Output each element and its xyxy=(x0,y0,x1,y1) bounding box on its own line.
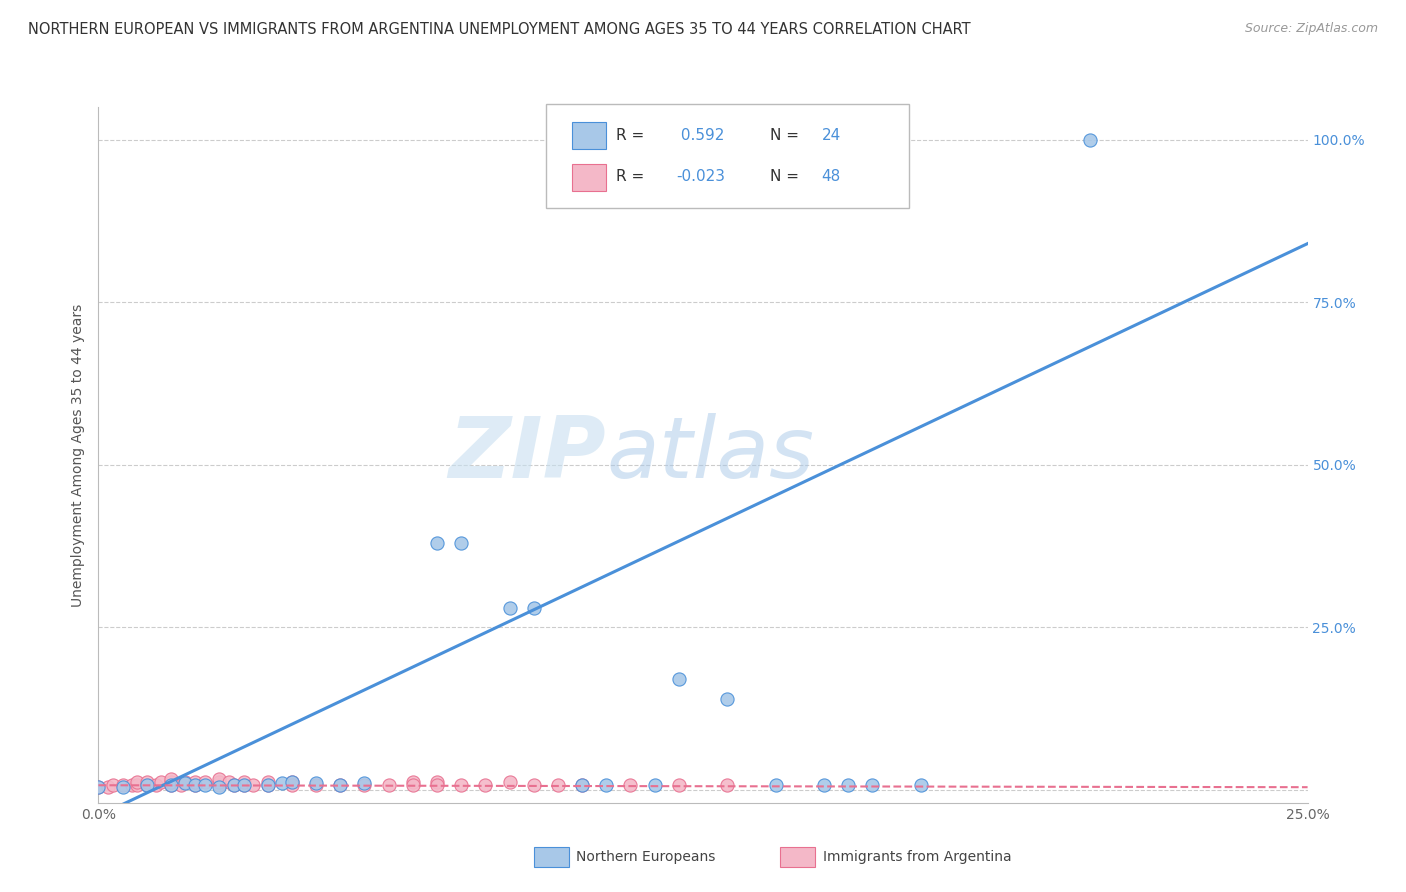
Point xyxy=(135,775,157,789)
Point xyxy=(218,775,240,789)
Point xyxy=(208,772,231,786)
Point xyxy=(271,776,294,790)
Point xyxy=(127,778,149,792)
Y-axis label: Unemployment Among Ages 35 to 44 years: Unemployment Among Ages 35 to 44 years xyxy=(72,303,86,607)
Point xyxy=(87,780,110,794)
Point xyxy=(402,778,425,792)
Point xyxy=(353,778,375,792)
FancyBboxPatch shape xyxy=(546,103,908,208)
Point xyxy=(121,778,143,792)
Text: Northern Europeans: Northern Europeans xyxy=(576,850,716,864)
Text: Source: ZipAtlas.com: Source: ZipAtlas.com xyxy=(1244,22,1378,36)
Point xyxy=(135,778,157,792)
Point xyxy=(329,778,352,792)
Point xyxy=(837,778,859,792)
Point xyxy=(232,778,254,792)
Point xyxy=(184,778,207,792)
Point xyxy=(169,778,191,792)
Point xyxy=(450,535,472,549)
Point xyxy=(208,780,231,794)
Point xyxy=(571,778,593,792)
Point xyxy=(595,778,617,792)
Text: Immigrants from Argentina: Immigrants from Argentina xyxy=(823,850,1011,864)
Point xyxy=(232,775,254,789)
Point xyxy=(174,776,197,790)
Point xyxy=(426,535,449,549)
Point xyxy=(194,778,217,792)
Text: -0.023: -0.023 xyxy=(676,169,725,184)
Point xyxy=(97,780,120,794)
Point xyxy=(150,775,173,789)
Point xyxy=(184,778,207,792)
Point xyxy=(111,780,134,794)
Point xyxy=(498,600,520,615)
Point xyxy=(208,778,231,792)
Point xyxy=(174,775,197,789)
Point xyxy=(668,672,690,686)
Text: 24: 24 xyxy=(821,128,841,143)
Text: NORTHERN EUROPEAN VS IMMIGRANTS FROM ARGENTINA UNEMPLOYMENT AMONG AGES 35 TO 44 : NORTHERN EUROPEAN VS IMMIGRANTS FROM ARG… xyxy=(28,22,970,37)
Text: ZIP: ZIP xyxy=(449,413,606,497)
Point xyxy=(1078,132,1101,146)
FancyBboxPatch shape xyxy=(572,122,606,149)
Point xyxy=(135,778,157,792)
FancyBboxPatch shape xyxy=(572,164,606,191)
Point xyxy=(242,778,264,792)
Point xyxy=(160,778,183,792)
Point xyxy=(498,775,520,789)
Point xyxy=(716,691,738,706)
Point xyxy=(765,778,787,792)
Point xyxy=(256,778,278,792)
Point xyxy=(377,778,399,792)
Point xyxy=(101,778,124,792)
Text: N =: N = xyxy=(769,128,803,143)
Text: 48: 48 xyxy=(821,169,841,184)
Point xyxy=(281,778,304,792)
Point xyxy=(329,778,352,792)
Point xyxy=(222,778,245,792)
Point xyxy=(160,772,183,786)
Point xyxy=(402,775,425,789)
Point xyxy=(523,778,546,792)
Point xyxy=(87,780,110,794)
Point xyxy=(910,778,932,792)
Point xyxy=(305,778,328,792)
Point xyxy=(571,778,593,792)
Point xyxy=(619,778,641,792)
Point xyxy=(145,778,167,792)
Point xyxy=(256,778,278,792)
Point xyxy=(127,775,149,789)
Point xyxy=(184,775,207,789)
Point xyxy=(716,778,738,792)
Point xyxy=(160,775,183,789)
Text: atlas: atlas xyxy=(606,413,814,497)
Point xyxy=(523,600,546,615)
Point xyxy=(281,775,304,789)
Point xyxy=(194,775,217,789)
Text: 0.592: 0.592 xyxy=(676,128,724,143)
Point xyxy=(232,778,254,792)
Point xyxy=(208,775,231,789)
Point xyxy=(426,775,449,789)
Text: N =: N = xyxy=(769,169,803,184)
Point xyxy=(668,778,690,792)
Point xyxy=(111,778,134,792)
Point xyxy=(813,778,835,792)
Point xyxy=(353,776,375,790)
Text: R =: R = xyxy=(616,169,650,184)
Point xyxy=(860,778,883,792)
Point xyxy=(281,775,304,789)
Point xyxy=(547,778,569,792)
Point xyxy=(450,778,472,792)
Text: R =: R = xyxy=(616,128,650,143)
Point xyxy=(426,778,449,792)
Point xyxy=(160,778,183,792)
Point xyxy=(222,778,245,792)
Point xyxy=(644,778,666,792)
Point xyxy=(474,778,496,792)
Point xyxy=(305,776,328,790)
Point xyxy=(256,775,278,789)
